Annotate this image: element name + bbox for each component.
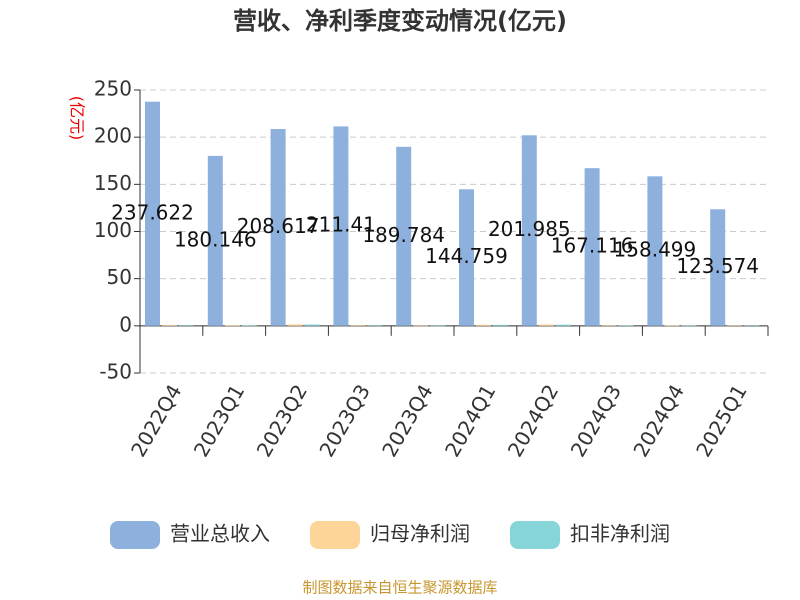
bar xyxy=(179,325,194,326)
bar xyxy=(333,126,349,326)
value-label: 144.759 xyxy=(425,244,508,268)
bar xyxy=(647,176,663,326)
x-tick-label: 2024Q2 xyxy=(503,380,563,461)
bar xyxy=(224,325,240,326)
x-tick-label: 2023Q1 xyxy=(189,380,249,461)
x-tick-label: 2025Q1 xyxy=(691,380,751,461)
chart-title: 营收、净利季度变动情况(亿元) xyxy=(233,7,567,35)
legend-label: 营业总收入 xyxy=(170,522,270,546)
bar xyxy=(521,135,537,326)
bar xyxy=(601,325,617,326)
value-label: 237.622 xyxy=(111,200,194,224)
x-tick-label: 2024Q3 xyxy=(566,380,626,461)
bar xyxy=(710,209,726,326)
bar xyxy=(744,325,760,326)
bar xyxy=(413,325,429,327)
legend-swatch xyxy=(310,521,360,549)
bar xyxy=(584,168,600,326)
x-tick-label: 2023Q2 xyxy=(252,380,312,461)
legend-swatch xyxy=(110,521,160,549)
bar xyxy=(350,325,366,326)
bar xyxy=(367,325,383,326)
bar xyxy=(664,325,680,327)
value-label: 201.985 xyxy=(488,217,571,241)
legend-label: 归母净利润 xyxy=(370,522,470,546)
bar xyxy=(270,129,286,326)
bar xyxy=(618,325,634,326)
value-label: 208.617 xyxy=(237,214,320,238)
value-label: 189.784 xyxy=(362,223,445,247)
bar xyxy=(459,189,474,326)
source-note: 制图数据来自恒生聚源数据库 xyxy=(302,579,497,597)
x-tick-label: 2024Q4 xyxy=(628,380,688,461)
bar xyxy=(493,324,508,326)
bar xyxy=(241,325,257,327)
x-tick-label: 2022Q4 xyxy=(126,380,186,461)
bar xyxy=(727,325,743,326)
y-tick-label: 150 xyxy=(94,171,132,195)
bar xyxy=(555,324,571,326)
legend-label: 扣非净利润 xyxy=(570,522,670,546)
bar xyxy=(396,146,412,326)
bar xyxy=(287,324,303,326)
y-tick-label: 100 xyxy=(94,218,132,242)
value-label: 123.574 xyxy=(676,254,759,278)
y-tick-label: -50 xyxy=(99,360,132,384)
value-label: 158.499 xyxy=(614,238,697,262)
bar xyxy=(538,324,554,326)
y-tick-label: 200 xyxy=(94,124,132,148)
bar xyxy=(476,324,491,326)
y-tick-label: 50 xyxy=(107,265,132,289)
legend-swatch xyxy=(510,521,560,549)
bar xyxy=(304,324,320,326)
value-label: 180.146 xyxy=(174,227,257,251)
x-tick-label: 2023Q3 xyxy=(314,380,374,461)
bar xyxy=(207,155,223,326)
bar xyxy=(430,325,446,327)
y-axis-label: (亿元) xyxy=(68,96,87,141)
value-label: 167.116 xyxy=(551,234,634,258)
x-tick-label: 2024Q1 xyxy=(440,380,500,461)
x-tick-label: 2023Q4 xyxy=(377,380,437,461)
bar xyxy=(145,101,160,326)
y-tick-label: 250 xyxy=(94,77,132,101)
bar xyxy=(162,325,177,326)
value-label: 211.41 xyxy=(306,213,376,237)
bar xyxy=(681,325,697,327)
y-tick-label: 0 xyxy=(119,312,132,336)
